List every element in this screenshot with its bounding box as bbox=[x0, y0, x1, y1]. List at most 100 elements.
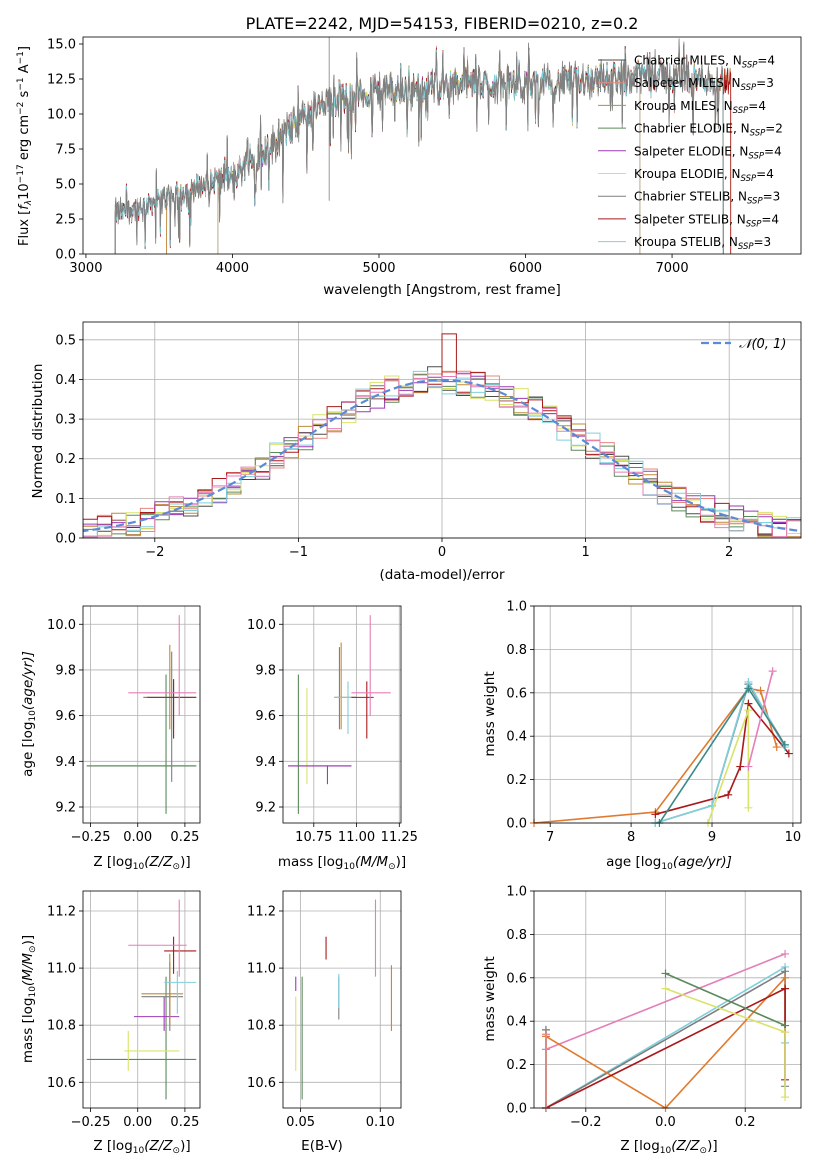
spectrum-xtick-label: 7000 bbox=[656, 261, 689, 276]
residuals-xlabel: (data-model)/error bbox=[379, 567, 505, 583]
residuals-axes: −2 −1 0 1 2 0.0 0.1 0.2 0.3 0.4 0.5 bbox=[55, 322, 801, 560]
residuals-ytick-label: 0.1 bbox=[55, 492, 76, 507]
weight-z-marker bbox=[541, 1030, 550, 1039]
weight-age-xtick-label: 8 bbox=[627, 830, 635, 845]
age-mass-xtick-label: 11.25 bbox=[381, 830, 418, 845]
age-z-xtick-label: 0.00 bbox=[123, 830, 152, 845]
residuals-xtick-label: 2 bbox=[725, 545, 733, 560]
weight-z-ytick-label: 1.0 bbox=[506, 885, 527, 900]
weight-age-ytick-label: 0.2 bbox=[506, 773, 527, 788]
weight-z-xtick-label: 0.2 bbox=[735, 1115, 756, 1130]
weight-z-ytick-label: 0.6 bbox=[506, 971, 527, 986]
age-z-ytick-label: 9.2 bbox=[55, 801, 76, 816]
mass-z-ytick-label: 11.2 bbox=[47, 904, 76, 919]
weight-z-series-line bbox=[665, 972, 786, 1027]
residuals-frame bbox=[82, 321, 802, 539]
residual-histogram bbox=[83, 373, 801, 538]
age-mass-ytick-label: 9.8 bbox=[255, 663, 276, 678]
spectrum-series-line bbox=[114, 38, 724, 254]
mass-z-xtick-label: 0.25 bbox=[170, 1115, 199, 1130]
spectrum-xtick-label: 6000 bbox=[509, 261, 542, 276]
weight-age-marker bbox=[780, 740, 789, 749]
mass-z-xlabel: Z [log10(Z/Z⊙)] bbox=[93, 1138, 190, 1156]
weight-z-ytick-label: 0.0 bbox=[506, 1102, 527, 1117]
age-mass-frame bbox=[282, 605, 402, 824]
age-z-ytick-label: 10.0 bbox=[47, 618, 76, 633]
age-z-axes: −0.25 0.00 0.25 9.2 9.4 9.6 9.8 10.0 bbox=[47, 606, 200, 845]
spectrum-xlabel: wavelength [Angstrom, rest frame] bbox=[323, 282, 561, 298]
age-z-xtick-label: 0.25 bbox=[170, 830, 199, 845]
weight-age-ytick-label: 0.6 bbox=[506, 686, 527, 701]
weight-age-xtick-label: 10 bbox=[785, 830, 802, 845]
weight-age-ytick-label: 1.0 bbox=[506, 600, 527, 615]
residuals-ytick-label: 0.4 bbox=[55, 373, 76, 388]
residuals-xtick-label: −2 bbox=[145, 545, 164, 560]
age-mass-xtick-label: 10.75 bbox=[295, 830, 332, 845]
weight-z-ytick-label: 0.8 bbox=[506, 928, 527, 943]
mass-ebv-ytick-label: 10.8 bbox=[247, 1019, 276, 1034]
weight-z-marker bbox=[781, 1028, 790, 1037]
mass-z-ytick-label: 10.8 bbox=[47, 1019, 76, 1034]
weight-age-marker bbox=[784, 749, 793, 758]
residuals-ytick-label: 0.2 bbox=[55, 452, 76, 467]
spectrum-legend-label: Chabrier STELIB, NSSP=3 bbox=[634, 190, 780, 207]
residuals-ylabel: Normed distribution bbox=[30, 364, 46, 499]
mass-z-ytick-label: 11.0 bbox=[47, 962, 76, 977]
weight-z-marker bbox=[781, 949, 790, 958]
spectrum-xtick-label: 5000 bbox=[362, 261, 395, 276]
weight-age-series-line bbox=[655, 679, 786, 823]
weight-age-marker bbox=[744, 762, 753, 771]
weight-age-series-line bbox=[747, 670, 774, 767]
weight-z-ylabel: mass weight bbox=[482, 956, 498, 1041]
weight-z-ytick-label: 0.4 bbox=[506, 1015, 527, 1030]
mass-z-xtick-label: 0.00 bbox=[123, 1115, 152, 1130]
weight-age-ytick-label: 0.8 bbox=[506, 643, 527, 658]
weight-z-marker bbox=[781, 973, 790, 982]
mass-z-ylabel: mass [log10(M/M⊙)] bbox=[20, 935, 38, 1063]
residuals-xtick-label: 1 bbox=[581, 545, 589, 560]
spectrum-legend-label: Salpeter MILES, NSSP=3 bbox=[634, 76, 774, 93]
age-z-xlabel: Z [log10(Z/Z⊙)] bbox=[93, 854, 190, 872]
mass-z-axes: −0.25 0.00 0.25 10.6 10.8 11.0 11.2 bbox=[47, 891, 200, 1130]
age-mass-xlabel: mass [log10(M/M⊙)] bbox=[278, 854, 406, 872]
age-z-xtick-label: −0.25 bbox=[71, 830, 111, 845]
weight-age-xtick-label: 9 bbox=[708, 830, 716, 845]
weight-z-series-line bbox=[545, 953, 786, 1051]
normal-curve bbox=[83, 378, 801, 533]
spectrum-ytick-label: 12.5 bbox=[47, 73, 76, 88]
spectrum-ytick-label: 2.5 bbox=[55, 213, 76, 228]
spectrum-xtick-label: 4000 bbox=[216, 261, 249, 276]
residuals-ytick-label: 0.3 bbox=[55, 413, 76, 428]
weight-z-marker bbox=[661, 984, 670, 993]
weight-age-marker bbox=[651, 810, 660, 819]
age-mass-ytick-label: 9.4 bbox=[255, 755, 276, 770]
weight-age-ylabel: mass weight bbox=[482, 671, 498, 756]
residuals-ytick-label: 0.0 bbox=[55, 532, 76, 547]
mass-ebv-ytick-label: 11.2 bbox=[247, 904, 276, 919]
weight-age-xlabel: age [log10(age/yr)] bbox=[606, 854, 732, 872]
mass-ebv-ytick-label: 11.0 bbox=[247, 962, 276, 977]
weight-age-ytick-label: 0.4 bbox=[506, 730, 527, 745]
age-z-ytick-label: 9.8 bbox=[55, 663, 76, 678]
spectrum-legend-label: Salpeter ELODIE, NSSP=4 bbox=[634, 144, 782, 161]
spectrum-legend-label: Kroupa ELODIE, NSSP=4 bbox=[634, 167, 774, 184]
weight-z-xtick-label: −0.2 bbox=[570, 1115, 602, 1130]
spectrum-ylabel: Flux [fλ10−17 erg cm−2 s−1 A−1] bbox=[16, 46, 34, 246]
spectrum-ytick-label: 10.0 bbox=[47, 108, 76, 123]
weight-z-frame bbox=[533, 890, 802, 1109]
weight-z-marker bbox=[781, 1093, 790, 1102]
spectrum-legend-label: Chabrier ELODIE, NSSP=2 bbox=[634, 122, 783, 139]
weight-age-ytick-label: 0.0 bbox=[506, 817, 527, 832]
spectrum-xtick-label: 3000 bbox=[69, 261, 102, 276]
spectrum-axes: 3000 4000 5000 6000 7000 0.0 2.5 5.0 7.5 10.0 12.5… bbox=[47, 38, 689, 277]
weight-z-marker bbox=[781, 984, 790, 993]
mass-z-xtick-label: −0.25 bbox=[71, 1115, 111, 1130]
mass-ebv-xtick-label: 0.10 bbox=[366, 1115, 395, 1130]
spectrum-ytick-label: 0.0 bbox=[55, 248, 76, 263]
age-mass-ytick-label: 9.2 bbox=[255, 801, 276, 816]
age-z-ylabel: age [log10(age/yr)] bbox=[20, 651, 38, 777]
age-mass-ytick-label: 10.0 bbox=[247, 618, 276, 633]
mass-z-frame bbox=[82, 890, 201, 1109]
spectrum-ytick-label: 5.0 bbox=[55, 178, 76, 193]
